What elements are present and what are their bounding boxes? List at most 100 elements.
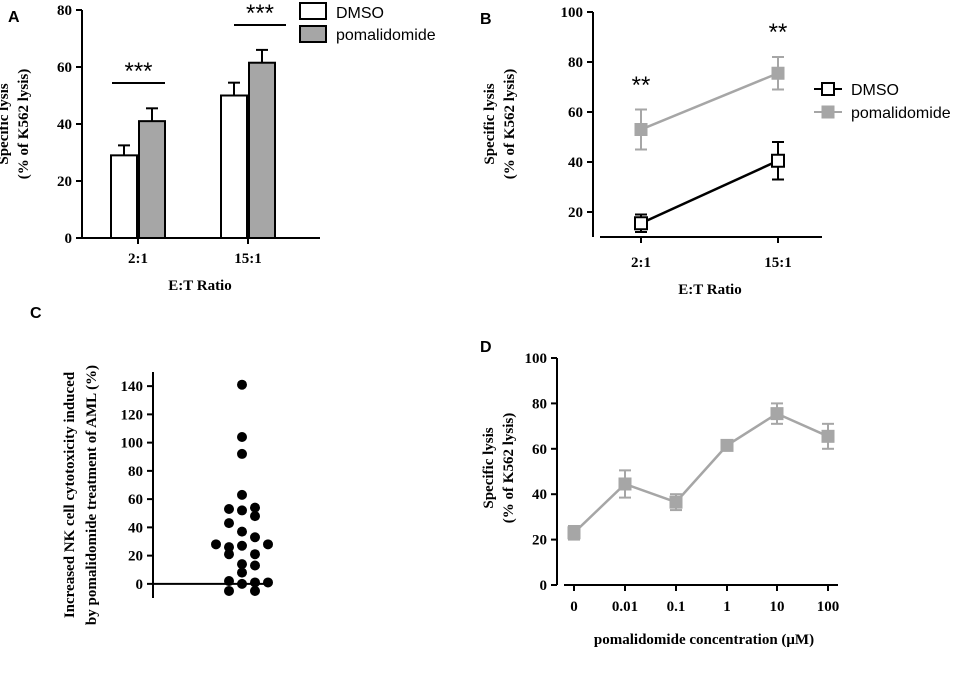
b-x-tick-label: 2:1: [631, 255, 651, 271]
c-y-label-line2: by pomalidomide treatment of AML (%): [84, 365, 100, 625]
c-data-point: [237, 540, 247, 551]
a-bar-DMSO-15:1: [220, 94, 248, 239]
a-x-label: E:T Ratio: [168, 278, 231, 294]
a-bar-DMSO-2:1: [110, 154, 138, 240]
a-legend-label-pomalidomide: pomalidomide: [336, 27, 436, 44]
c-data-point: [224, 549, 234, 560]
d-y-label-line1: Specific lysis: [481, 427, 497, 508]
c-data-point: [224, 542, 234, 553]
a-y-label-line1: Specific lysis: [0, 83, 12, 164]
a-y-tick-label: 60: [57, 60, 72, 76]
c-data-point: [237, 567, 247, 578]
b-point-pomalidomide-15:1: [771, 66, 785, 80]
d-y-tick-label: 0: [540, 578, 548, 594]
d-x-tick-label: 0.01: [612, 599, 638, 615]
a-bar-pomalidomide-2:1: [138, 120, 166, 239]
c-y-tick-label: 40: [128, 520, 143, 536]
d-point-10: [770, 407, 784, 421]
a-significance-stars: ***: [124, 58, 152, 85]
b-legend-marker-pomalidomide: [821, 105, 835, 119]
b-y-tick-label: 40: [568, 155, 583, 171]
c-data-point: [237, 379, 247, 390]
panel-a-bar-chart: 0 20 40 60 80 2:1 *** 15:1 *** E:T Ratio Specific …: [0, 0, 436, 294]
b-x-tick-label: 15:1: [764, 255, 792, 271]
panel-letter-d: D: [480, 339, 492, 356]
b-legend-marker-dmso: [821, 82, 835, 96]
d-point-0.1: [669, 495, 683, 509]
a-y-tick-label: 40: [57, 117, 72, 133]
b-series-line-pomalidomide: [640, 72, 779, 131]
c-data-point: [224, 504, 234, 515]
panel-c-scatter-chart: 0 20 40 60 80 100 120 140 Increased NK cell cyto…: [62, 365, 273, 625]
a-y-tick-label: 0: [65, 231, 73, 247]
c-data-point: [263, 577, 273, 588]
panel-letter-c: C: [30, 305, 42, 322]
c-data-point: [237, 578, 247, 589]
c-data-point: [237, 559, 247, 570]
d-x-tick-label: 1: [723, 599, 731, 615]
c-data-point: [250, 502, 260, 513]
c-data-point: [250, 560, 260, 571]
a-bar-pomalidomide-15:1: [248, 61, 276, 239]
c-y-tick-label: 80: [128, 464, 143, 480]
d-y-label-line2: (% of K562 lysis): [501, 413, 517, 523]
c-data-point: [237, 526, 247, 537]
c-data-point: [224, 576, 234, 587]
c-y-tick-label: 60: [128, 492, 143, 508]
c-data-point: [224, 585, 234, 596]
d-x-tick-label: 100: [817, 599, 840, 615]
a-legend-swatch-dmso: [299, 2, 327, 20]
b-y-tick-label: 100: [561, 5, 584, 21]
b-y-label-line1: Specific lysis: [482, 83, 498, 164]
d-point-0.01: [618, 477, 632, 491]
c-data-point: [263, 539, 273, 550]
c-data-point: [224, 518, 234, 529]
a-y-tick-label: 80: [57, 3, 72, 19]
a-x-tick-label: 15:1: [234, 251, 262, 267]
d-y-tick-label: 40: [532, 487, 547, 503]
b-significance-stars: **: [632, 72, 651, 99]
d-y-tick-label: 100: [525, 351, 548, 367]
b-y-tick-label: 20: [568, 205, 583, 221]
b-legend-label-pomalidomide: pomalidomide: [851, 105, 951, 122]
a-x-tick-label: 2:1: [128, 251, 148, 267]
panel-letter-a: A: [8, 9, 20, 26]
panel-b-line-chart: 20 40 60 80 100 2:1 15:1 ** ** E:T Ratio Specific …: [482, 5, 951, 298]
b-point-pomalidomide-2:1: [634, 123, 648, 136]
b-significance-stars: **: [769, 19, 788, 46]
c-data-point: [250, 585, 260, 596]
a-legend-label-dmso: DMSO: [336, 5, 384, 22]
c-y-tick-label: 20: [128, 549, 143, 565]
c-data-point: [211, 539, 221, 550]
b-point-DMSO-2:1: [634, 216, 648, 231]
c-y-label-line1: Increased NK cell cytotoxicity induced: [62, 371, 78, 618]
panel-d-dose-response-chart: 0 20 40 60 80 100 0 0.01 0.1 1 10 100 pomalidomide c…: [481, 351, 839, 648]
c-data-point: [250, 549, 260, 560]
b-legend-label-dmso: DMSO: [851, 82, 899, 99]
d-y-tick-label: 20: [532, 533, 547, 549]
d-x-tick-label: 0: [570, 599, 578, 615]
d-point-0: [567, 526, 581, 540]
b-y-label-line2: (% of K562 lysis): [502, 69, 518, 179]
a-y-tick-label: 20: [57, 174, 72, 190]
c-y-tick-label: 140: [121, 379, 144, 395]
a-legend-swatch-pomalidomide: [299, 25, 327, 43]
c-data-point: [250, 511, 260, 522]
d-x-tick-label: 10: [770, 599, 785, 615]
d-x-tick-label: 0.1: [667, 599, 686, 615]
b-x-label: E:T Ratio: [678, 282, 741, 298]
d-point-1: [720, 438, 734, 452]
c-y-tick-label: 100: [121, 436, 144, 452]
c-data-point: [237, 431, 247, 442]
a-y-label-line2: (% of K562 lysis): [16, 69, 32, 179]
a-significance-stars: ***: [246, 0, 274, 27]
b-point-DMSO-15:1: [771, 153, 785, 168]
d-y-tick-label: 60: [532, 442, 547, 458]
c-data-point: [237, 489, 247, 500]
c-data-point: [237, 505, 247, 516]
c-data-point: [237, 448, 247, 459]
panel-letter-b: B: [480, 11, 492, 28]
d-y-tick-label: 80: [532, 396, 547, 412]
b-y-tick-label: 80: [568, 55, 583, 71]
